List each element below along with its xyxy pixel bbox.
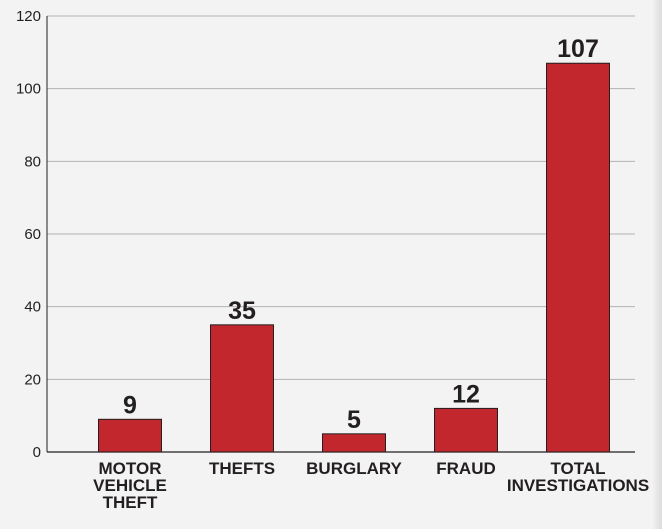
bar [322, 433, 386, 453]
category-label: THEFT [103, 493, 158, 512]
bar [546, 62, 610, 453]
category-label: MOTOR [99, 459, 162, 478]
y-tick-label: 120 [16, 8, 41, 25]
category-label: VEHICLE [93, 476, 167, 495]
y-tick-label: 0 [33, 444, 41, 461]
category-label: INVESTIGATIONS [507, 476, 649, 495]
data-label: 12 [452, 380, 480, 408]
category-label: FRAUD [436, 459, 496, 478]
data-label: 35 [228, 297, 256, 325]
y-tick-label: 40 [24, 299, 41, 316]
data-label: 5 [347, 406, 361, 434]
y-tick-label: 60 [24, 226, 41, 243]
gridlines [47, 15, 635, 380]
category-label: THEFTS [209, 459, 275, 478]
y-tick-label: 100 [16, 81, 41, 98]
data-label: 107 [557, 35, 599, 63]
category-label: BURGLARY [306, 459, 402, 478]
y-tick-labels: 0 20 40 60 80 100 120 [16, 8, 41, 461]
data-label: 9 [123, 391, 137, 419]
y-tick-label: 20 [24, 371, 41, 388]
category-label: TOTAL [550, 459, 605, 478]
bar [434, 407, 498, 453]
bar [210, 324, 274, 453]
bar [98, 418, 162, 453]
page-edge-shadow [652, 0, 662, 529]
data-labels: 9 35 5 12 107 [123, 35, 599, 434]
bars [98, 62, 610, 453]
y-tick-label: 80 [24, 153, 41, 170]
